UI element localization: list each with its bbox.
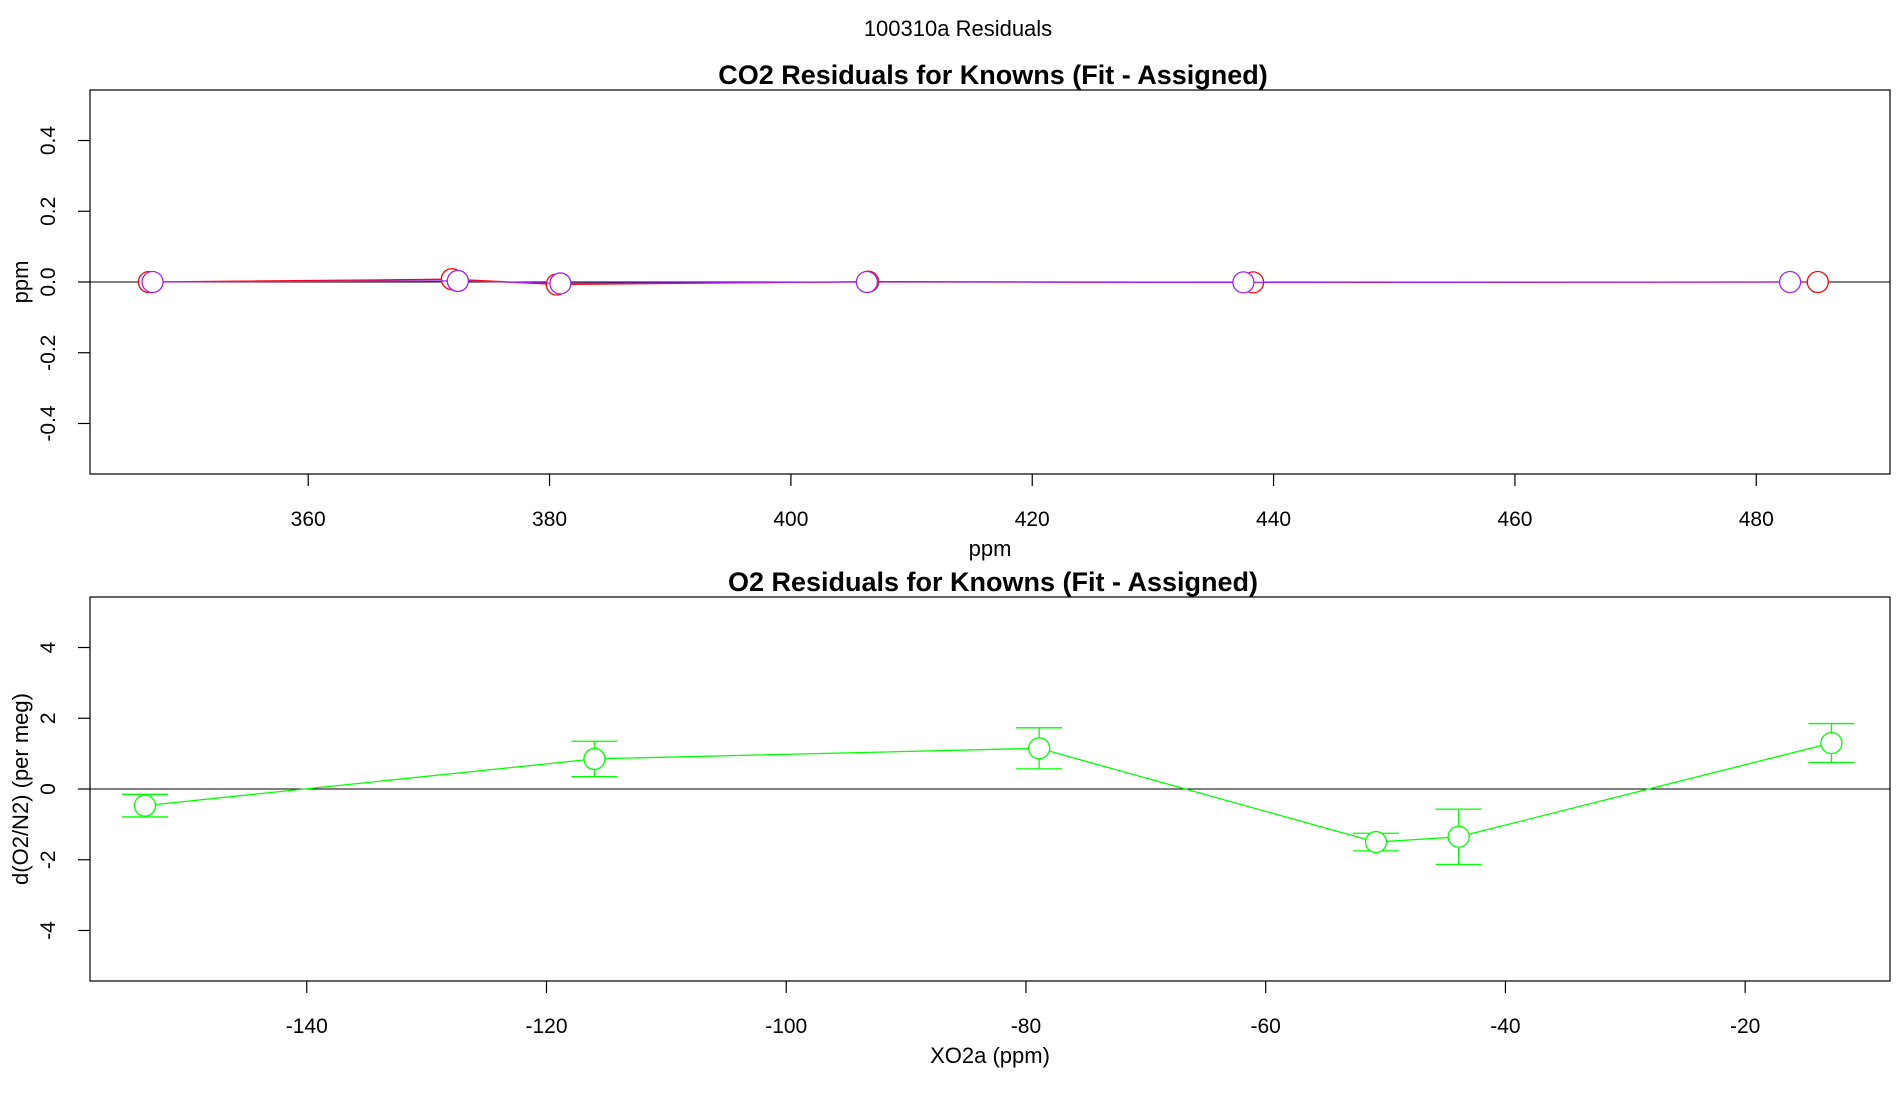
y-tick-label: 2: [37, 712, 60, 724]
series-line: [152, 280, 1791, 285]
data-point: [1364, 830, 1388, 854]
series-0: [121, 722, 1855, 865]
data-point: [549, 272, 572, 295]
series-line: [144, 742, 1832, 843]
x-tick-label: 400: [773, 508, 808, 531]
data-point: [1778, 270, 1802, 294]
chart-title: O2 Residuals for Knowns (Fit - Assigned): [728, 567, 1258, 597]
y-tick-label: -0.2: [37, 335, 60, 371]
x-tick-label: 360: [291, 508, 326, 531]
data-point: [1027, 737, 1051, 760]
x-axis-label: XO2a (ppm): [930, 1043, 1050, 1068]
x-tick-label: -140: [286, 1015, 328, 1038]
o2-residuals-plot: O2 Residuals for Knowns (Fit - Assigned)…: [8, 567, 1891, 1068]
data-point: [583, 747, 606, 771]
y-tick-label: 0.2: [37, 197, 60, 226]
x-tick-label: 420: [1015, 508, 1050, 531]
y-tick-label: 4: [37, 641, 60, 653]
data-point: [1447, 825, 1470, 848]
x-tick-label: -60: [1251, 1015, 1281, 1038]
y-tick-label: 0.0: [37, 267, 60, 296]
data-point: [1806, 270, 1829, 294]
x-axis-label: ppm: [969, 536, 1012, 561]
x-tick-label: -120: [525, 1015, 567, 1038]
y-tick-label: 0.4: [37, 126, 60, 156]
page-title: 100310a Residuals: [864, 16, 1052, 41]
x-tick-label: 480: [1739, 508, 1774, 531]
y-tick-label: -0.4: [37, 405, 60, 442]
data-point: [141, 270, 164, 294]
x-tick-label: -20: [1730, 1015, 1760, 1038]
data-point: [133, 794, 157, 817]
y-tick-label: -2: [37, 850, 60, 869]
x-tick-label: 380: [532, 508, 567, 531]
y-tick-label: -4: [37, 921, 60, 940]
chart-title: CO2 Residuals for Knowns (Fit - Assigned…: [718, 60, 1268, 90]
x-tick-label: -80: [1011, 1015, 1041, 1038]
data-point: [1820, 731, 1843, 755]
data-point: [446, 269, 469, 293]
y-axis-label: d(O2/N2) (per meg): [8, 693, 33, 885]
x-tick-label: 460: [1497, 508, 1532, 531]
data-point: [855, 270, 879, 294]
x-tick-label: -100: [765, 1015, 807, 1038]
series-1: [141, 269, 1802, 295]
x-tick-label: -40: [1490, 1015, 1520, 1038]
y-tick-label: 0: [37, 783, 60, 795]
co2-residuals-plot: CO2 Residuals for Knowns (Fit - Assigned…: [8, 60, 1891, 561]
x-tick-label: 440: [1256, 508, 1291, 531]
y-axis-label: ppm: [8, 261, 33, 304]
data-point: [1232, 271, 1255, 294]
